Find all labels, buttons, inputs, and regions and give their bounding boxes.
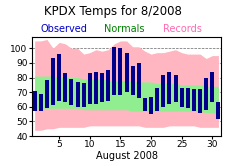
Bar (45, 81, 49, 108)
Bar (51, 58, 55, 105)
Bar (118, 48, 122, 95)
Bar (155, 88, 158, 111)
Bar (39, 94, 43, 111)
Bar (57, 54, 61, 101)
Bar (191, 89, 195, 111)
Bar (124, 53, 128, 92)
Bar (100, 73, 104, 102)
Bar (185, 88, 189, 108)
Bar (63, 73, 67, 102)
Bar (75, 82, 79, 107)
Bar (209, 72, 213, 102)
Bar (69, 79, 73, 105)
Text: KPDX Temps for 8/2008: KPDX Temps for 8/2008 (44, 5, 181, 18)
Bar (106, 70, 110, 101)
X-axis label: August 2008: August 2008 (95, 151, 157, 161)
Bar (161, 75, 164, 107)
Bar (216, 102, 219, 119)
Bar (203, 78, 207, 110)
Bar (179, 88, 183, 107)
Text: Normals: Normals (104, 24, 144, 34)
Bar (88, 73, 91, 104)
Bar (173, 75, 177, 102)
Bar (81, 83, 85, 107)
Bar (167, 72, 171, 104)
Bar (136, 63, 140, 98)
Bar (94, 72, 97, 104)
Bar (148, 97, 152, 114)
Bar (130, 66, 134, 95)
Bar (112, 47, 116, 95)
Text: Observed: Observed (40, 24, 87, 34)
Bar (33, 91, 36, 111)
Bar (142, 98, 146, 111)
Bar (197, 89, 201, 113)
Text: Records: Records (162, 24, 201, 34)
